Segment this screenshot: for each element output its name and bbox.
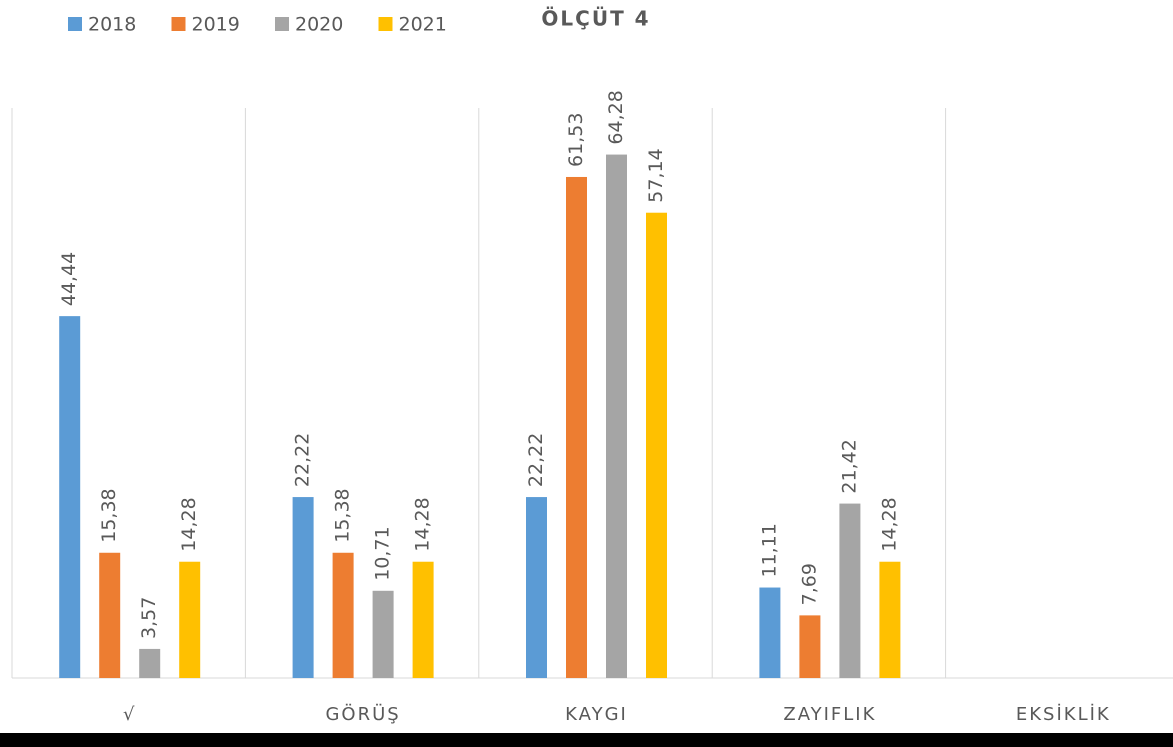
data-label: 11,11 [758,523,780,577]
bar [99,552,121,678]
bar [179,561,201,678]
bar [139,648,161,678]
data-label: 21,42 [838,439,860,493]
bar [332,552,354,678]
legend-swatch [68,17,82,31]
legend-label: 2019 [192,14,240,36]
bottom-band [0,733,1173,747]
bar [566,176,587,678]
x-tick-label: ZAYIFLIK [783,704,876,725]
legend-label: 2020 [295,14,343,36]
x-tick-label: EKSİKLİK [1016,704,1111,725]
data-label: 15,38 [332,488,354,542]
x-tick-label: GÖRÜŞ [325,703,400,725]
legend-swatch [275,17,289,31]
x-tick-label: √ [123,704,136,725]
data-label: 22,22 [292,433,314,487]
data-label: 64,28 [605,90,627,144]
bar [606,154,627,678]
bar [879,561,901,678]
legend-swatch [378,17,393,31]
data-label: 15,38 [98,488,120,542]
bar [412,561,434,678]
bar [59,316,81,678]
bar [799,615,821,678]
data-label: 3,57 [138,597,160,639]
data-label: 10,71 [372,526,394,580]
bar [759,587,781,678]
bar [526,497,547,678]
bar [646,212,667,678]
data-label: 57,14 [645,148,667,202]
bar [372,590,394,678]
data-label: 44,44 [58,252,80,306]
bar [292,497,314,678]
data-label: 22,22 [525,433,547,487]
data-label: 14,28 [412,497,434,551]
data-label: 14,28 [878,497,900,551]
x-tick-label: KAYGI [565,704,628,725]
legend-label: 2021 [399,14,447,36]
bar [839,503,861,678]
data-label: 14,28 [178,497,200,551]
data-label: 61,53 [565,113,587,167]
data-label: 7,69 [798,563,820,605]
chart-title: ÖLÇÜT 4 [541,7,650,31]
legend-swatch [171,17,186,31]
legend-label: 2018 [88,14,136,36]
